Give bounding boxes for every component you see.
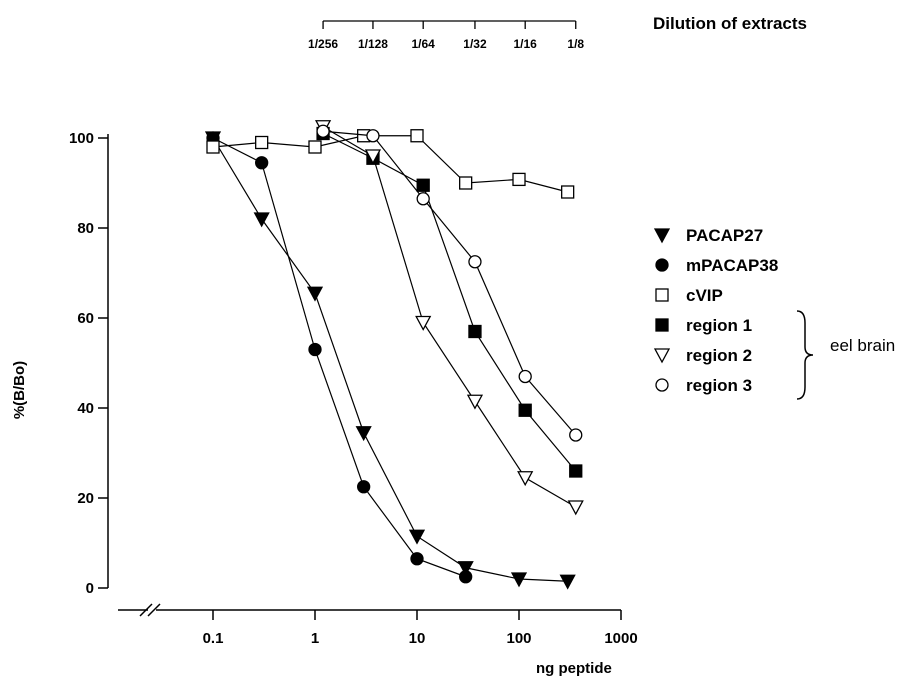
dilution-axis: Dilution of extracts 1/256 1/128 1/64 1/32 1… — [308, 14, 807, 51]
data-point-cvip — [308, 140, 322, 154]
data-point-region-1 — [569, 464, 583, 478]
data-point-pacap27 — [408, 529, 426, 545]
data-point-region-3 — [416, 192, 430, 206]
dilution-tick-label: 1/16 — [514, 37, 538, 51]
legend-brace — [796, 310, 814, 400]
dilution-tick-label: 1/256 — [308, 37, 338, 51]
legend-group-note: eel brain — [830, 336, 895, 355]
data-point-region-3 — [518, 369, 532, 384]
legend-label-cvip: cVIP — [686, 286, 723, 305]
dilution-tick-label: 1/32 — [463, 37, 487, 51]
axis-break-mark — [147, 603, 161, 617]
data-point-region-3 — [468, 255, 482, 269]
data-point-pacap27 — [510, 572, 528, 588]
series-line-pacap27 — [212, 137, 568, 582]
legend-item-mpacap38: mPACAP38 — [655, 256, 778, 275]
legend-label-region-2: region 2 — [686, 346, 752, 365]
data-point-region-1 — [416, 178, 430, 192]
series-line-region-1 — [322, 132, 577, 472]
series-line-cvip — [212, 135, 568, 193]
data-point-region-3 — [366, 129, 380, 143]
legend-marker-pacap27 — [653, 228, 671, 244]
legend-marker-region-3 — [655, 378, 669, 392]
data-point-pacap27 — [306, 286, 324, 302]
legend-item-region-2: region 2 — [653, 346, 752, 365]
data-point-region-2 — [517, 471, 534, 487]
data-point-mpacap38 — [255, 156, 269, 170]
legend-item-region-1: region 1 — [655, 316, 752, 335]
series-line-region-2 — [322, 126, 577, 508]
data-point-region-2 — [415, 315, 432, 331]
series-mpacap38 — [206, 131, 473, 584]
data-point-cvip — [512, 172, 526, 187]
x-axis-title: ng peptide — [536, 660, 612, 677]
y-tick-label: 60 — [77, 310, 94, 327]
series-pacap27 — [204, 131, 576, 590]
y-tick-label: 80 — [77, 220, 94, 237]
data-point-pacap27 — [457, 561, 474, 577]
legend-item-cvip: cVIP — [655, 286, 723, 305]
series-region-3 — [316, 124, 583, 442]
series — [204, 120, 584, 590]
dilution-tick-label: 1/128 — [358, 37, 388, 51]
legend-item-pacap27: PACAP27 — [653, 226, 763, 245]
x-tick-label: 100 — [506, 630, 531, 647]
dilution-tick-label: 1/64 — [412, 37, 436, 51]
data-point-region-3 — [316, 124, 330, 138]
x-tick-label: 10 — [409, 630, 426, 647]
data-point-region-3 — [569, 428, 583, 442]
y-tick-label: 20 — [77, 490, 94, 507]
legend: eel brain PACAP27 mPACAP38 cVIP region 1 reg… — [653, 226, 895, 400]
legend-marker-region-1 — [655, 318, 669, 332]
data-point-cvip — [459, 176, 473, 190]
legend-marker-cvip — [655, 288, 669, 302]
data-point-cvip — [206, 140, 220, 154]
data-point-region-2 — [567, 500, 584, 516]
axes: 0.1 1 10 100 1000 0 20 40 60 80 100 — [69, 130, 638, 647]
data-point-cvip — [255, 135, 269, 150]
data-point-mpacap38 — [459, 570, 473, 584]
y-tick-label: 40 — [77, 400, 94, 417]
data-point-mpacap38 — [410, 552, 424, 566]
series-region-2 — [314, 120, 584, 516]
series-region-1 — [316, 126, 583, 478]
series-cvip — [206, 129, 575, 199]
data-point-region-1 — [468, 324, 482, 339]
legend-label-region-1: region 1 — [686, 316, 752, 335]
data-point-region-2 — [466, 394, 484, 410]
y-axis-title: %(B/Bo) — [11, 361, 28, 419]
y-tick-label: 0 — [86, 580, 94, 597]
data-point-region-1 — [518, 403, 532, 417]
data-point-mpacap38 — [308, 342, 322, 357]
data-point-pacap27 — [253, 212, 270, 228]
data-point-cvip — [561, 185, 575, 199]
legend-marker-region-2 — [653, 348, 671, 364]
dilution-axis-title: Dilution of extracts — [653, 14, 807, 33]
y-tick-label: 100 — [69, 130, 94, 147]
x-tick-label: 1000 — [604, 630, 637, 647]
x-tick-label: 1 — [311, 630, 319, 647]
legend-label-pacap27: PACAP27 — [686, 226, 763, 245]
data-point-region-2 — [364, 149, 382, 165]
data-point-pacap27 — [355, 426, 372, 442]
x-tick-label: 0.1 — [203, 630, 224, 647]
legend-label-region-3: region 3 — [686, 376, 752, 395]
axis-break-mark — [139, 603, 153, 617]
legend-label-mpacap38: mPACAP38 — [686, 256, 778, 275]
data-point-cvip — [410, 129, 424, 143]
legend-item-region-3: region 3 — [655, 376, 752, 395]
series-line-mpacap38 — [212, 137, 466, 578]
data-point-mpacap38 — [357, 480, 371, 494]
legend-marker-mpacap38 — [655, 258, 669, 272]
series-line-region-3 — [323, 130, 577, 436]
data-point-pacap27 — [559, 574, 576, 590]
dilution-tick-label: 1/8 — [567, 37, 584, 51]
